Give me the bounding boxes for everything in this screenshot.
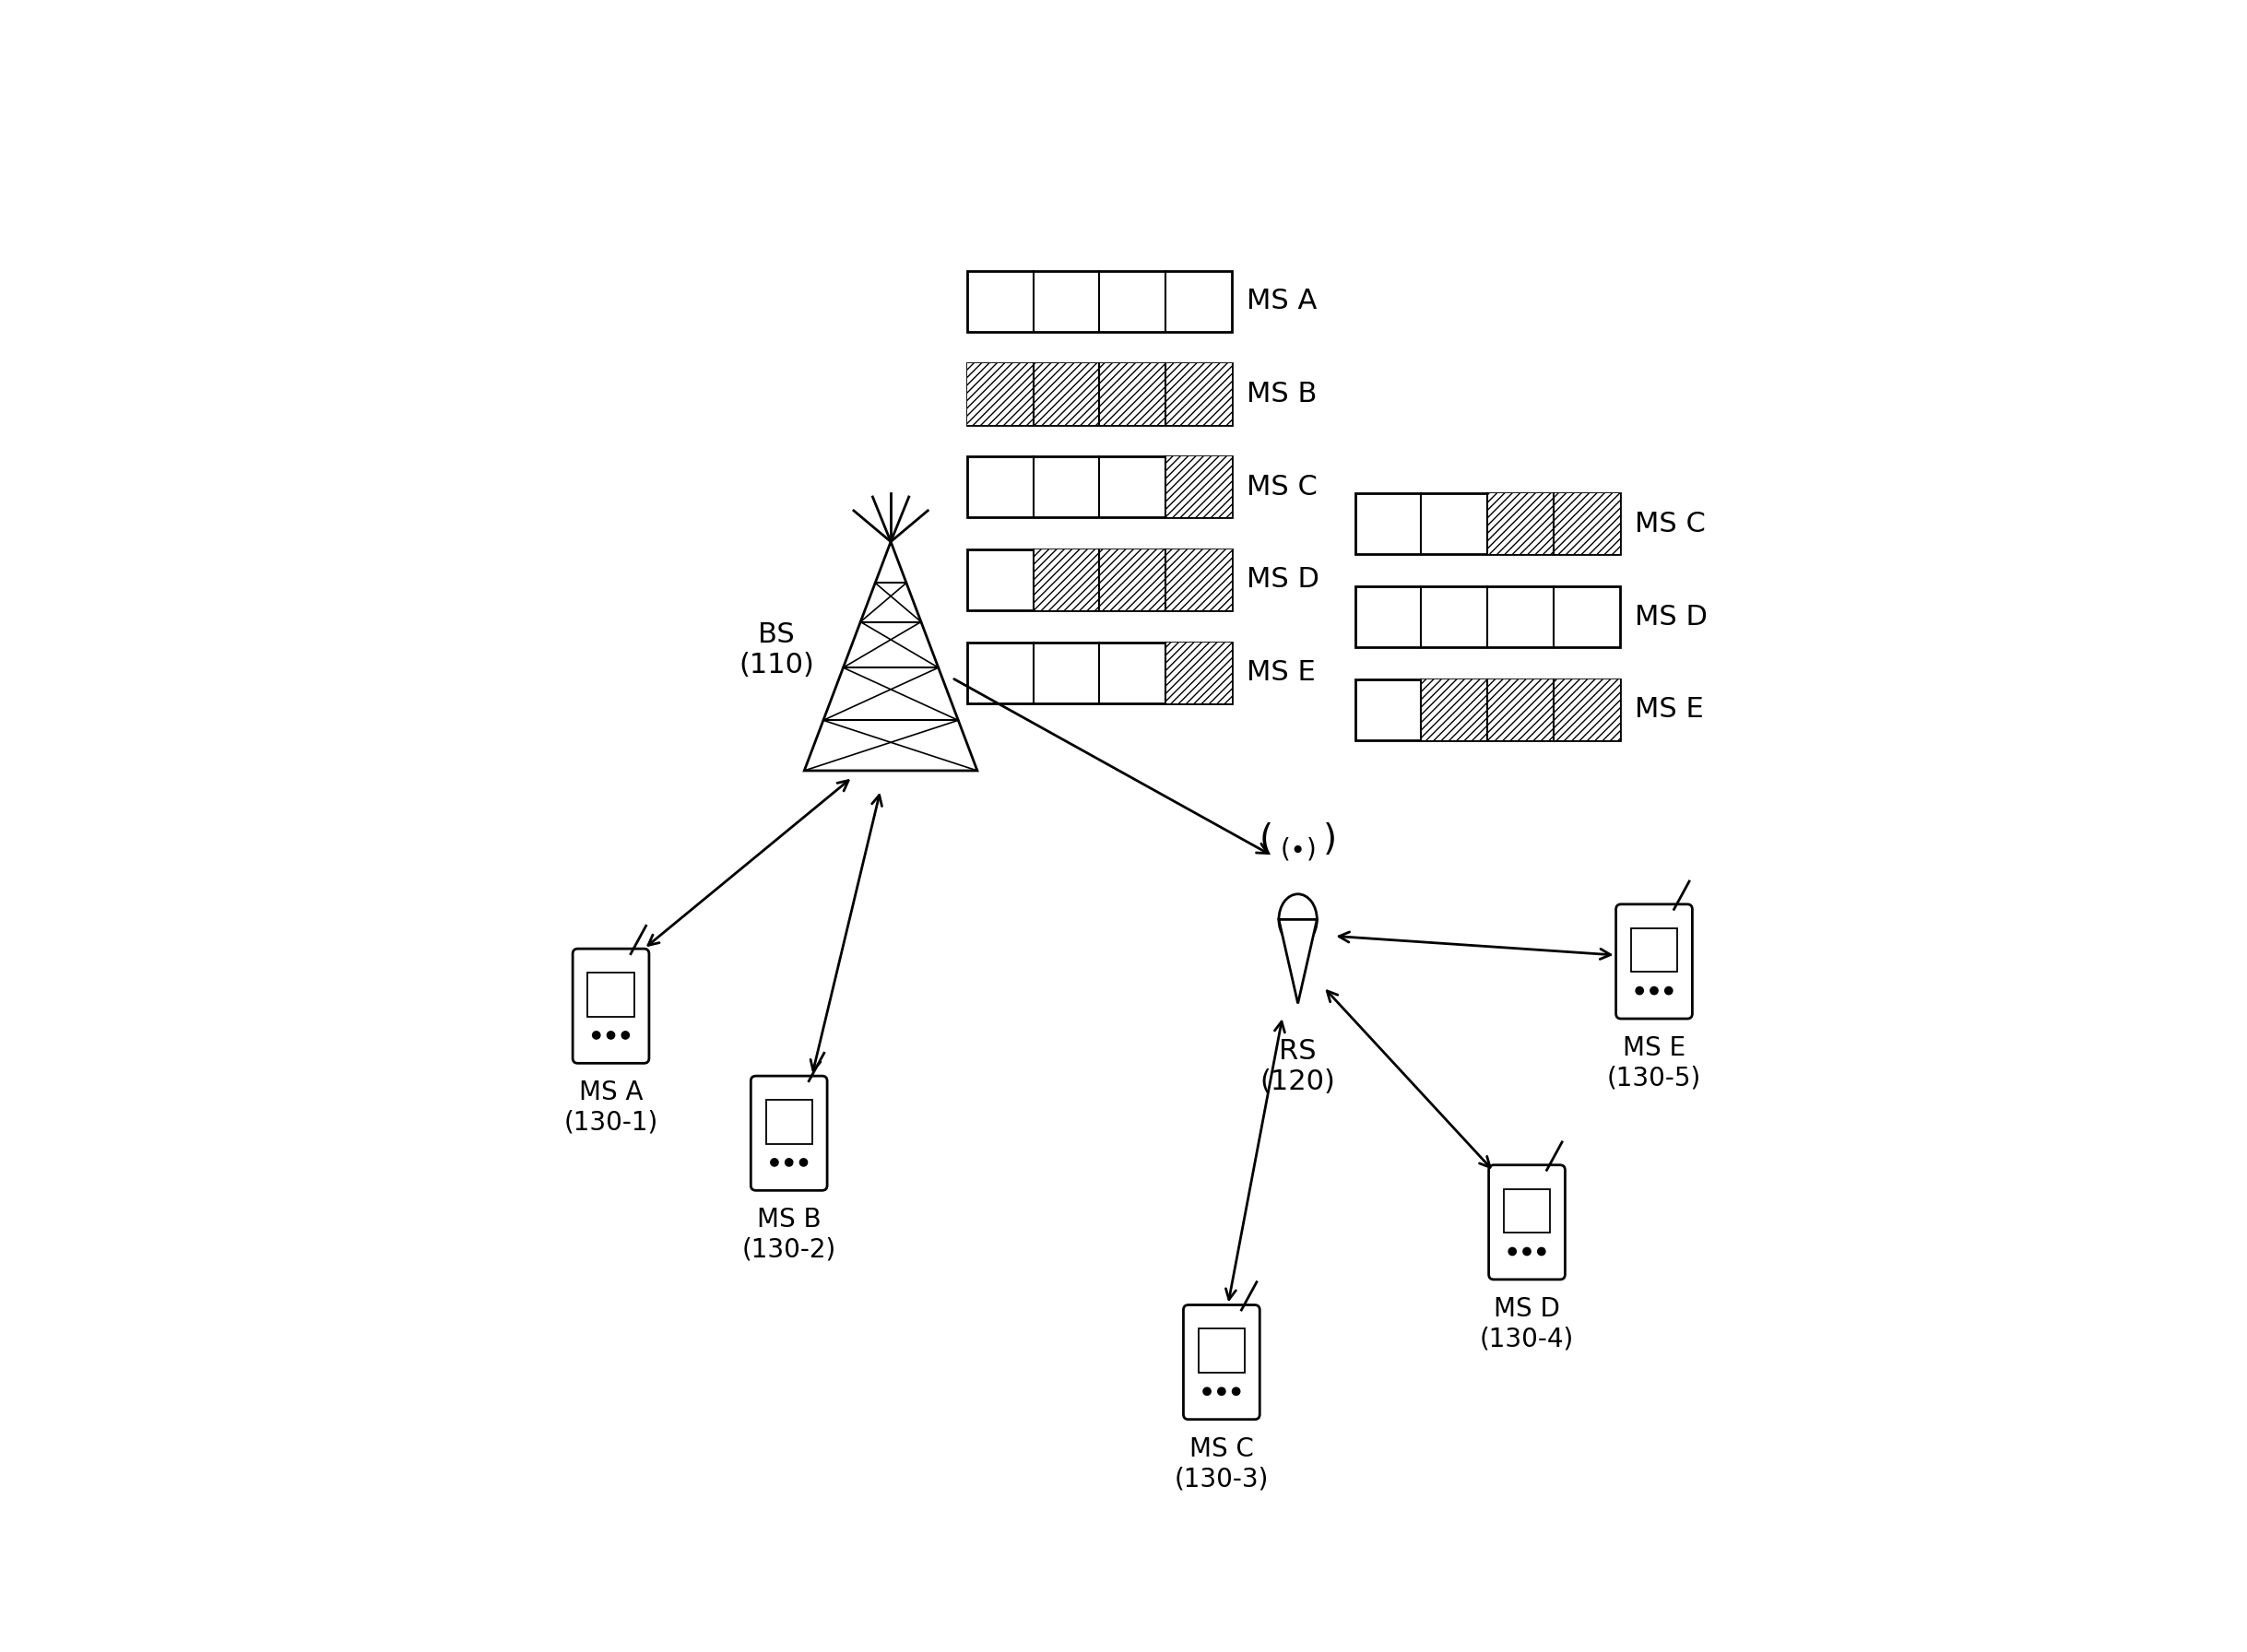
Bar	[1099, 550, 1166, 610]
Bar	[1034, 550, 1099, 610]
FancyBboxPatch shape	[573, 948, 649, 1064]
Bar	[1631, 928, 1676, 971]
Text: MS D: MS D	[1247, 567, 1319, 593]
Text: MS E
(130-5): MS E (130-5)	[1607, 1036, 1701, 1090]
Bar	[766, 1100, 811, 1143]
Text: MS B
(130-2): MS B (130-2)	[742, 1208, 836, 1262]
Text: MS A
(130-1): MS A (130-1)	[564, 1080, 658, 1135]
Bar	[1488, 679, 1553, 740]
Text: ): )	[1323, 823, 1337, 857]
Bar	[1355, 494, 1620, 555]
Text: RS
(120): RS (120)	[1261, 1037, 1335, 1095]
Bar	[1166, 363, 1231, 425]
Bar	[1355, 586, 1620, 648]
Circle shape	[1649, 986, 1658, 995]
Bar	[1503, 1189, 1550, 1232]
Circle shape	[1523, 1247, 1530, 1256]
Bar	[1099, 363, 1166, 425]
Circle shape	[1636, 986, 1643, 995]
Ellipse shape	[1279, 894, 1317, 945]
Bar	[1166, 550, 1231, 610]
Circle shape	[800, 1158, 807, 1166]
Text: MS D: MS D	[1636, 603, 1708, 629]
Circle shape	[593, 1031, 600, 1039]
FancyBboxPatch shape	[1616, 904, 1692, 1019]
Text: MS D
(130-4): MS D (130-4)	[1481, 1297, 1575, 1351]
Bar	[1166, 456, 1231, 517]
Bar	[966, 271, 1231, 332]
Bar	[1166, 643, 1231, 704]
FancyBboxPatch shape	[1184, 1305, 1261, 1419]
Bar	[966, 363, 1034, 425]
Bar	[1422, 679, 1488, 740]
Bar	[1355, 679, 1620, 740]
Circle shape	[622, 1031, 629, 1039]
Bar	[1198, 1328, 1245, 1373]
Bar	[966, 550, 1231, 610]
Text: MS C: MS C	[1247, 474, 1319, 501]
Bar	[966, 456, 1231, 517]
Polygon shape	[1279, 920, 1317, 1003]
Bar	[1034, 363, 1099, 425]
FancyBboxPatch shape	[1490, 1165, 1566, 1279]
Text: $(\bullet)$: $(\bullet)$	[1281, 836, 1317, 862]
Circle shape	[607, 1031, 616, 1039]
Circle shape	[1202, 1388, 1211, 1396]
FancyBboxPatch shape	[750, 1075, 827, 1191]
Text: BS
(110): BS (110)	[739, 621, 813, 679]
Bar	[1488, 494, 1553, 555]
Bar	[966, 643, 1231, 704]
Polygon shape	[804, 542, 977, 770]
Bar	[1553, 679, 1620, 740]
Circle shape	[784, 1158, 793, 1166]
Text: MS C
(130-3): MS C (130-3)	[1175, 1436, 1270, 1492]
Circle shape	[1218, 1388, 1225, 1396]
Bar	[966, 363, 1231, 425]
Text: (: (	[1258, 823, 1274, 857]
Circle shape	[1508, 1247, 1517, 1256]
Circle shape	[1537, 1247, 1546, 1256]
Text: MS B: MS B	[1247, 380, 1317, 408]
Text: MS E: MS E	[1247, 659, 1317, 686]
Circle shape	[1231, 1388, 1240, 1396]
Text: MS C: MS C	[1636, 510, 1705, 537]
Text: MS A: MS A	[1247, 287, 1317, 314]
Circle shape	[1665, 986, 1672, 995]
Bar	[589, 973, 634, 1016]
Text: MS E: MS E	[1636, 695, 1703, 724]
Circle shape	[771, 1158, 777, 1166]
Bar	[1553, 494, 1620, 555]
